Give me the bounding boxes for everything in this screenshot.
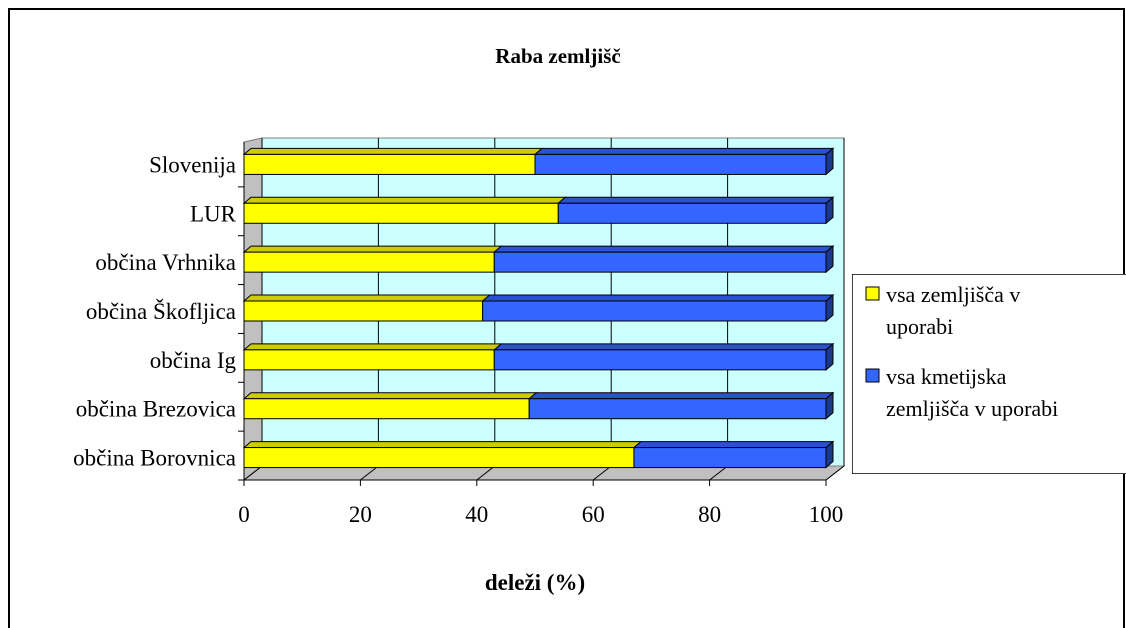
bar-kmetijska-1: [527, 391, 835, 420]
bar-vsa-zemljisca-1: [242, 392, 538, 420]
bar-vsa-zemljisca-3: [242, 294, 491, 322]
category-label: občina Škofljica: [86, 298, 236, 324]
category-label: občina Vrhnika: [95, 250, 236, 275]
bar-kmetijska-5: [556, 196, 835, 225]
gridline-floor: [709, 465, 728, 481]
bar-vsa-zemljisca-6: [242, 147, 544, 175]
bar-kmetijska-2: [492, 342, 835, 371]
legend-swatch: [865, 286, 880, 301]
legend-box: [852, 274, 1126, 474]
x-tick-label: 40: [465, 502, 488, 527]
legend-label: zemljišča v uporabi: [886, 396, 1058, 421]
gridline-floor: [360, 465, 379, 481]
x-tick-label: 20: [349, 502, 372, 527]
category-label: občina Ig: [150, 348, 237, 373]
chart-title: Raba zemljišč: [495, 44, 620, 68]
x-tick-label: 0: [238, 502, 250, 527]
x-tick-label: 100: [809, 502, 844, 527]
category-label: Slovenija: [149, 152, 236, 177]
category-label: občina Brezovica: [76, 397, 236, 422]
bar-kmetijska-6: [533, 147, 835, 176]
x-tick-label: 60: [582, 502, 605, 527]
plot-floor: [242, 465, 846, 481]
category-label: občina Borovnica: [73, 446, 236, 471]
legend-swatch: [865, 368, 880, 383]
bar-kmetijska-0: [632, 440, 835, 469]
gridline-floor: [476, 465, 496, 481]
gridline-floor: [243, 465, 263, 481]
legend-label: uporabi: [886, 314, 953, 339]
legend-label: vsa zemljišča v: [886, 282, 1020, 307]
category-label: LUR: [190, 201, 237, 226]
gridline-floor: [825, 465, 845, 481]
legend-label: vsa kmetijska: [886, 364, 1007, 389]
legend: vsa zemljišča v uporabi vsa kmetijska zemlj…: [852, 274, 1126, 474]
gridline-floor: [592, 465, 612, 481]
bar-vsa-zemljisca-5: [242, 196, 567, 224]
bar-vsa-zemljisca-2: [242, 343, 503, 371]
bar-kmetijska-4: [492, 245, 835, 274]
x-tick-label: 80: [698, 502, 721, 527]
bar-vsa-zemljisca-4: [242, 245, 503, 273]
bar-vsa-zemljisca-0: [242, 441, 643, 469]
x-axis-label: deleži (%): [485, 570, 585, 595]
bar-kmetijska-3: [481, 293, 835, 323]
